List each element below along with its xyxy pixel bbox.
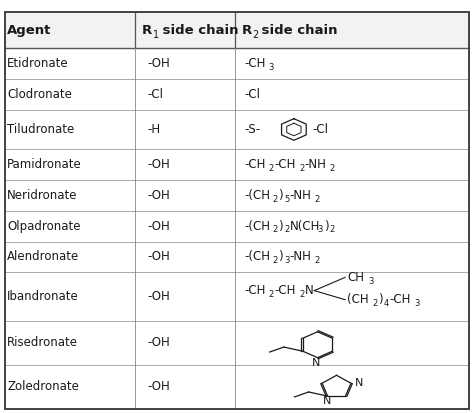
Text: CH: CH: [347, 271, 365, 284]
Text: -(CH: -(CH: [244, 189, 270, 202]
Text: -Cl: -Cl: [244, 88, 260, 101]
Text: 2: 2: [372, 299, 377, 308]
Text: -Cl: -Cl: [312, 123, 328, 136]
Text: ): ): [278, 189, 283, 202]
Text: -(CH: -(CH: [244, 220, 270, 233]
Text: -Cl: -Cl: [147, 88, 163, 101]
Text: side chain: side chain: [257, 24, 338, 37]
Text: 3: 3: [318, 225, 323, 235]
Text: N: N: [322, 396, 331, 406]
Text: 2: 2: [269, 164, 274, 173]
Text: ): ): [378, 293, 383, 306]
Text: -OH: -OH: [147, 57, 170, 70]
Text: Zoledronate: Zoledronate: [7, 380, 79, 393]
Text: N: N: [355, 378, 363, 388]
Text: 2: 2: [299, 164, 304, 173]
Text: Neridronate: Neridronate: [7, 189, 78, 202]
Text: Ibandronate: Ibandronate: [7, 290, 79, 303]
Text: -S-: -S-: [244, 123, 260, 136]
Text: 3: 3: [284, 256, 289, 265]
Text: 2: 2: [252, 30, 258, 40]
Text: side chain: side chain: [158, 24, 238, 37]
Text: N: N: [312, 358, 320, 368]
Text: -(CH: -(CH: [244, 250, 270, 263]
Text: -CH: -CH: [244, 284, 265, 297]
Text: 4: 4: [383, 299, 389, 308]
Text: -CH: -CH: [244, 57, 265, 70]
Text: 2: 2: [314, 256, 319, 265]
Text: -NH: -NH: [290, 250, 311, 263]
Text: 2: 2: [273, 195, 278, 204]
Text: 1: 1: [153, 30, 159, 40]
Text: ): ): [278, 250, 283, 263]
Text: (CH: (CH: [347, 293, 369, 306]
Text: -H: -H: [147, 123, 160, 136]
Text: N: N: [305, 284, 313, 297]
Bar: [5, 12, 469, 48]
Text: -CH: -CH: [274, 284, 296, 297]
Text: N(CH: N(CH: [290, 220, 320, 233]
Text: -CH: -CH: [274, 158, 296, 171]
Text: 2: 2: [273, 225, 278, 235]
Text: 3: 3: [369, 277, 374, 286]
Text: Alendronate: Alendronate: [7, 250, 79, 263]
Text: 2: 2: [299, 290, 304, 299]
Text: Olpadronate: Olpadronate: [7, 220, 81, 233]
Text: -NH: -NH: [305, 158, 327, 171]
Text: ): ): [324, 220, 328, 233]
Text: Etidronate: Etidronate: [7, 57, 69, 70]
Text: -CH: -CH: [244, 158, 265, 171]
Text: Clodronate: Clodronate: [7, 88, 72, 101]
Text: Pamidronate: Pamidronate: [7, 158, 82, 171]
Text: -OH: -OH: [147, 158, 170, 171]
Text: R: R: [142, 24, 153, 37]
Text: 2: 2: [269, 290, 274, 299]
Text: 2: 2: [329, 225, 335, 235]
Text: Tiludronate: Tiludronate: [7, 123, 74, 136]
Text: 5: 5: [284, 195, 289, 204]
Text: R: R: [242, 24, 252, 37]
Text: -OH: -OH: [147, 220, 170, 233]
Text: 2: 2: [284, 225, 289, 235]
Text: 3: 3: [414, 299, 419, 308]
Text: 2: 2: [329, 164, 335, 173]
Text: Risedronate: Risedronate: [7, 336, 78, 349]
Text: -OH: -OH: [147, 380, 170, 393]
Text: -CH: -CH: [389, 293, 410, 306]
Text: -OH: -OH: [147, 290, 170, 303]
Text: Agent: Agent: [7, 24, 52, 37]
Text: -OH: -OH: [147, 250, 170, 263]
Text: -NH: -NH: [290, 189, 311, 202]
Text: ): ): [278, 220, 283, 233]
Text: 3: 3: [269, 63, 274, 72]
Text: 2: 2: [314, 195, 319, 204]
Text: 2: 2: [273, 256, 278, 265]
Text: -OH: -OH: [147, 336, 170, 349]
Text: -OH: -OH: [147, 189, 170, 202]
